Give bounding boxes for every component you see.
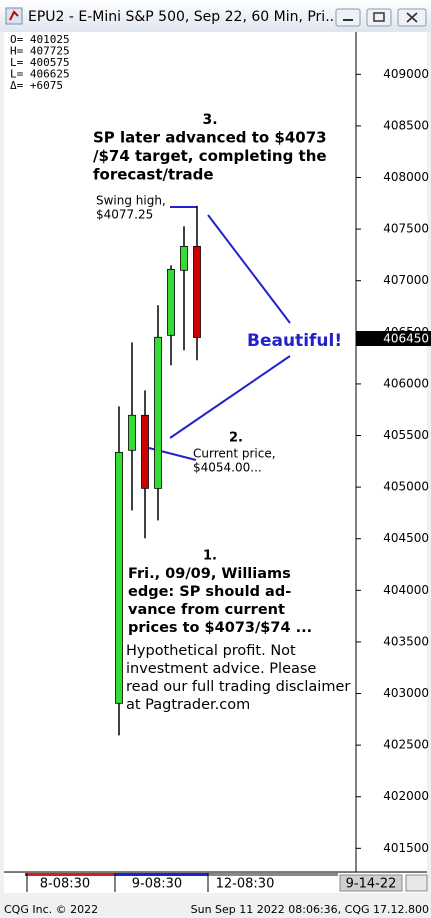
annotation-text: prices to $4073/$74 ...: [128, 620, 312, 636]
y-tick-label: 407500: [383, 222, 429, 236]
session-bar: [115, 873, 208, 876]
app-icon-glyph: [9, 10, 19, 21]
annotation-text: investment advice. Please: [126, 661, 316, 677]
candle-body: [128, 414, 136, 451]
maximize-glyph: [373, 12, 385, 22]
candle-body: [115, 451, 123, 704]
y-tick-label: 409000: [383, 67, 429, 81]
annotation-number: 3.: [202, 112, 217, 128]
annotation-lines: [144, 206, 291, 461]
y-tick-label: 407000: [383, 273, 429, 287]
scroll-box[interactable]: [405, 874, 428, 892]
annotation-text: $4054.00...: [193, 461, 262, 475]
y-tick-label: 408000: [383, 170, 429, 184]
x-tick-label: 12-08:30: [216, 877, 275, 892]
current-price-box: [356, 331, 431, 346]
session-bar: [208, 873, 338, 876]
y-tick-label: 402500: [383, 738, 429, 752]
candle-body: [141, 414, 149, 489]
y-tick-label: 401500: [383, 841, 429, 855]
annotation-line: [207, 214, 291, 324]
maximize-button[interactable]: [366, 8, 392, 27]
candle-body: [167, 268, 175, 336]
annotation-text: SP later advanced to $4073: [93, 129, 327, 147]
annotation-text: Fri., 09/09, Williams: [128, 566, 291, 582]
y-tick-label: 405000: [383, 480, 429, 494]
y-tick-label: 406000: [383, 376, 429, 390]
status-left: CQG Inc. © 2022: [4, 903, 98, 916]
annotation-number: 2.: [229, 431, 243, 446]
candle-body: [193, 245, 201, 338]
close-glyph: [406, 12, 418, 23]
annotation-number: 1.: [203, 549, 217, 564]
y-tick-label: 404000: [383, 583, 429, 597]
y-tick-label: 404500: [383, 531, 429, 545]
annotation-line: [144, 446, 197, 461]
y-tick-label: 405500: [383, 428, 429, 442]
annotation-text: read our full trading disclaimer: [126, 679, 350, 695]
annotation-line: [169, 355, 291, 439]
ohlc-readout: L= 406625: [10, 68, 70, 81]
ohlc-readout: H= 407725: [10, 45, 70, 58]
y-tick-label: 408500: [383, 118, 429, 132]
current-price-label: 406450: [383, 332, 429, 346]
window-buttons[interactable]: [335, 8, 427, 27]
x-tick-label: 8-08:30: [40, 877, 90, 892]
annotation-text: Hypothetical profit. Not: [126, 643, 296, 659]
annotation-text: Current price,: [193, 447, 276, 461]
annotation-beautiful: Beautiful!: [247, 331, 342, 351]
ohlc-readout: Δ= +6075: [10, 79, 63, 92]
time-axis-band: [4, 873, 427, 893]
x-tick-label: 9-08:30: [132, 877, 182, 892]
annotation-text: /$74 target, completing the: [93, 147, 327, 165]
ohlc-readout: O= 401025: [10, 33, 70, 46]
minimize-button[interactable]: [335, 8, 361, 27]
candle-body: [180, 245, 188, 271]
status-right: Sun Sep 11 2022 08:06:36, CQG 17.12.800: [191, 903, 429, 916]
y-tick-label: 403000: [383, 686, 429, 700]
annotation-text: Swing high,: [96, 194, 166, 208]
candle-body: [154, 336, 162, 489]
annotation-text: vance from current: [128, 602, 285, 618]
ohlc-readout: L= 400575: [10, 56, 70, 69]
y-tick-label: 402000: [383, 789, 429, 803]
window-title: EPU2 - E-Mini S&P 500, Sep 22, 60 Min, P…: [28, 9, 339, 25]
annotation-text: $4077.25: [96, 208, 153, 222]
date-label: 9-14-22: [346, 877, 397, 892]
annotation-text: at Pagtrader.com: [126, 697, 250, 713]
annotation-text: forecast/trade: [93, 166, 214, 184]
session-bar: [25, 873, 115, 876]
status-bar: [0, 898, 431, 918]
app-icon: [5, 7, 23, 25]
annotation-text: edge: SP should ad-: [128, 584, 291, 600]
y-tick-label: 403500: [383, 634, 429, 648]
date-box: [339, 874, 403, 892]
